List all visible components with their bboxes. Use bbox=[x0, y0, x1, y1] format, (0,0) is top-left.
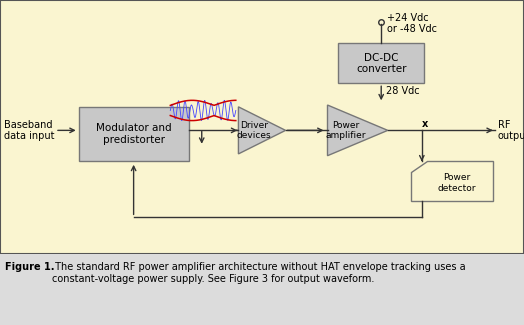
Text: Power
detector: Power detector bbox=[438, 173, 476, 193]
Text: The standard RF power amplifier architecture without HAT envelope tracking uses : The standard RF power amplifier architec… bbox=[52, 262, 466, 284]
Text: +24 Vdc
or -48 Vdc: +24 Vdc or -48 Vdc bbox=[388, 13, 438, 34]
Text: x: x bbox=[422, 119, 428, 129]
Text: Modulator and
predistorter: Modulator and predistorter bbox=[96, 123, 171, 145]
Polygon shape bbox=[238, 107, 286, 154]
Text: RF
output: RF output bbox=[498, 120, 524, 141]
Text: Driver
devices: Driver devices bbox=[237, 121, 271, 140]
Text: 28 Vdc: 28 Vdc bbox=[387, 85, 420, 96]
Bar bbox=[79, 107, 189, 161]
Polygon shape bbox=[328, 105, 388, 156]
Text: Power
amplifier: Power amplifier bbox=[325, 121, 366, 140]
Polygon shape bbox=[411, 161, 493, 201]
Text: Figure 1.: Figure 1. bbox=[5, 262, 54, 272]
Text: Baseband
data input: Baseband data input bbox=[4, 120, 54, 141]
Text: DC-DC
converter: DC-DC converter bbox=[356, 53, 407, 74]
Bar bbox=[338, 44, 424, 83]
